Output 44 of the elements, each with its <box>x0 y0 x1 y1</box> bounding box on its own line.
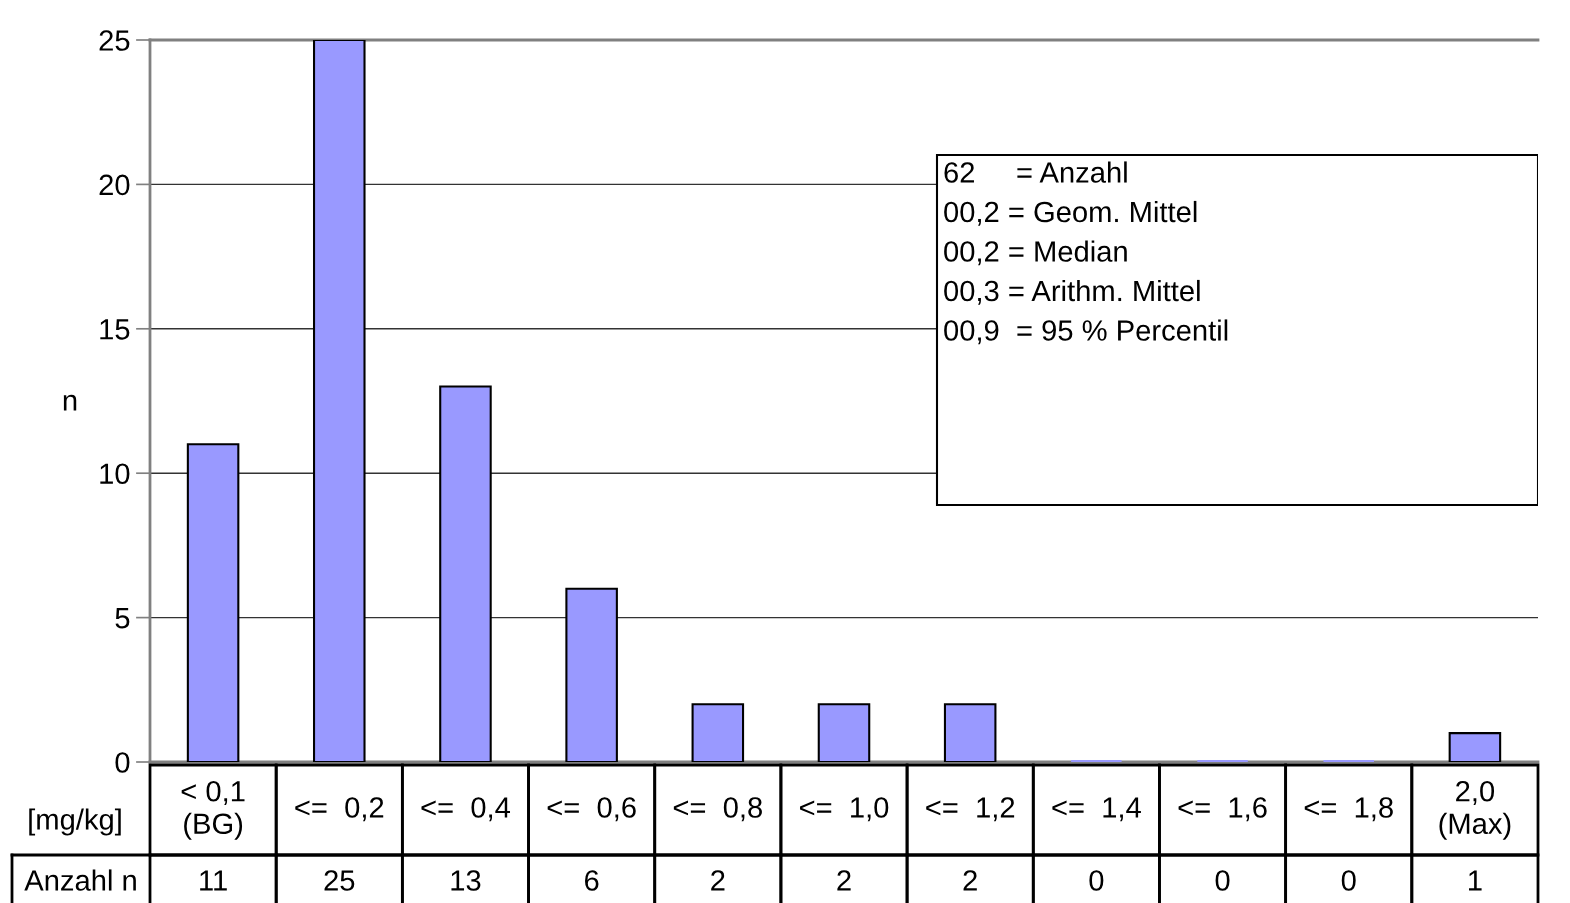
bar <box>313 40 366 762</box>
data-label: 13 <box>451 870 481 891</box>
x-tick-label: <= 1,4 <box>1052 797 1141 822</box>
annotation: 62 = Anzahl <box>944 161 1127 183</box>
y-tick-label: 10 <box>100 463 130 485</box>
data-label: 2 <box>711 870 725 891</box>
x-tick-label: <= 0,8 <box>673 797 762 822</box>
bar <box>691 703 745 762</box>
text: Anzahl n <box>24 869 136 891</box>
y-axis-title: n <box>63 394 77 411</box>
x-tick-label: <= 1,0 <box>800 797 889 822</box>
annotation: 00,9 = 95 % Percentil <box>944 319 1228 345</box>
data-label: 11 <box>200 870 227 891</box>
data-label: 0 <box>1341 870 1356 891</box>
data-label: 2 <box>963 870 977 891</box>
data-label: 2 <box>837 870 851 891</box>
data-label: 25 <box>324 870 355 891</box>
x-tick-label: 2,0 (Max) <box>1439 780 1511 840</box>
x-tick-label: < 0,1 (BG) <box>181 780 245 840</box>
annotation: 00,2 = Geom. Mittel <box>944 200 1197 226</box>
y-tick-label: 20 <box>99 174 130 196</box>
y-tick-label: 0 <box>115 752 130 773</box>
bar <box>1448 732 1502 762</box>
annotation: 00,2 = Median <box>944 240 1127 266</box>
data-label: 0 <box>1089 870 1104 891</box>
y-tick-label: 15 <box>100 319 130 340</box>
x-axis-title: [mg/kg] <box>29 808 121 836</box>
bar <box>439 385 492 762</box>
bar <box>565 587 618 762</box>
x-tick-label: <= 1,2 <box>926 797 1015 822</box>
x-tick-label: <= 1,8 <box>1304 797 1393 822</box>
x-tick-label: <= 0,6 <box>547 797 636 822</box>
annotation: 00,3 = Arithm. Mittel <box>944 279 1200 305</box>
x-tick-label: <= 0,4 <box>421 797 511 822</box>
y-tick-label: 25 <box>99 30 130 51</box>
x-tick-label: <= 0,2 <box>295 797 384 822</box>
x-tick-label: <= 1,6 <box>1178 797 1267 822</box>
bar <box>943 703 997 762</box>
bar <box>186 443 240 762</box>
bar <box>817 703 871 762</box>
y-tick-label: 5 <box>115 608 130 629</box>
data-label: 0 <box>1215 870 1230 891</box>
data-label: 6 <box>585 870 599 891</box>
data-label: 1 <box>1469 870 1482 891</box>
